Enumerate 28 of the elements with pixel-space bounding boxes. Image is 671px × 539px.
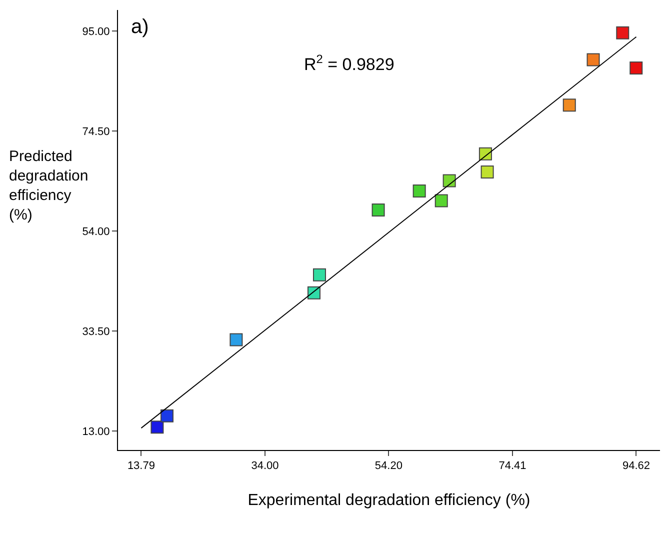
point — [562, 98, 576, 112]
point — [586, 53, 600, 66]
y-axis-title: Predicted degradation efficiency (%) — [9, 148, 88, 224]
point — [434, 194, 448, 208]
point — [150, 420, 164, 434]
y-tick-label: 33.50 — [82, 326, 110, 338]
annotation: a) — [131, 16, 149, 38]
point — [160, 409, 174, 422]
point — [230, 333, 243, 346]
x-axis-title: Experimental degradation efficiency (%) — [248, 492, 530, 509]
point — [616, 26, 630, 40]
point — [372, 204, 385, 216]
point — [480, 165, 494, 178]
point — [312, 268, 326, 282]
y-tick-label: 74.50 — [82, 126, 110, 138]
y-tick-label: 13.00 — [82, 426, 110, 438]
y-tick-label: 54.00 — [82, 226, 110, 238]
point — [412, 184, 426, 198]
annotation: R$^{2}$ = 0.9829 — [304, 52, 394, 74]
x-tick-label: 74.41 — [498, 460, 526, 472]
point — [442, 174, 456, 188]
x-tick-label: 13.79 — [127, 460, 155, 472]
point — [478, 147, 492, 160]
x-tick-label: 54.20 — [374, 460, 402, 472]
y-tick-label: 95.00 — [82, 26, 110, 38]
point — [630, 62, 643, 75]
x-tick-label: 94.62 — [622, 460, 650, 472]
x-tick-label: 34.00 — [251, 460, 279, 472]
